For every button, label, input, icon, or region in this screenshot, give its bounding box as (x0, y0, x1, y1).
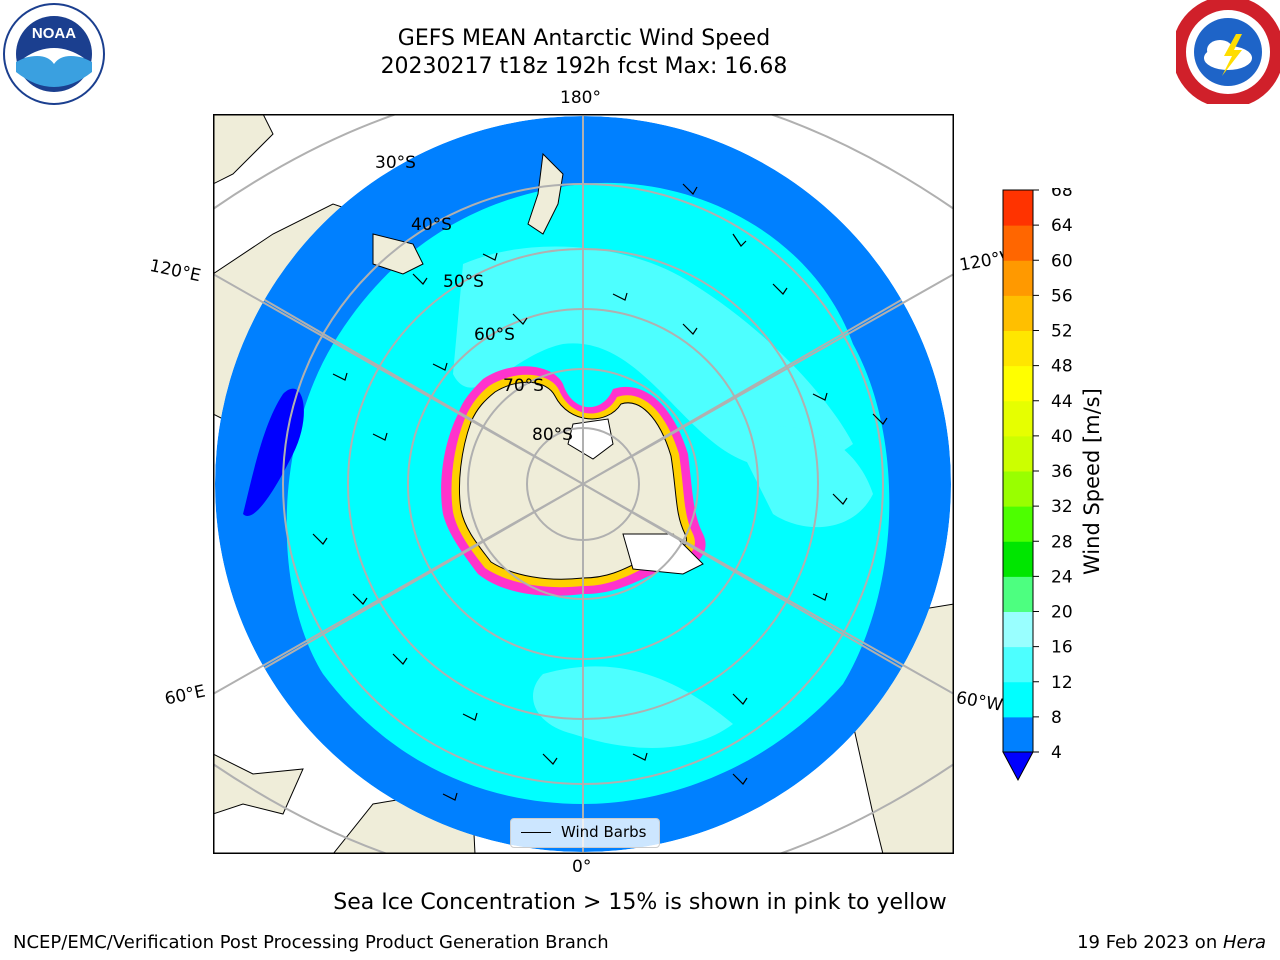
colorbar-segment (1003, 330, 1033, 367)
legend-label: Wind Barbs (561, 823, 647, 841)
nws-logo (1172, 0, 1280, 108)
footer-date: 19 Feb 2023 on Hera (1077, 932, 1266, 953)
lat-label-50s: 50°S (443, 272, 484, 292)
colorbar-segment (1003, 506, 1033, 542)
lat-label-60s: 60°S (474, 325, 515, 345)
colorbar-segment (1003, 716, 1033, 753)
colorbar-segment (1003, 681, 1033, 718)
lon-label-180: 180° (560, 88, 601, 108)
colorbar-extend-arrow (1002, 751, 1034, 782)
colorbar-segment (1003, 260, 1033, 296)
colorbar-tick-label: 8 (1051, 708, 1062, 728)
colorbar-tick-label: 16 (1051, 638, 1073, 658)
wind-barbs (312, 183, 888, 801)
colorbar: 4 8 12 16 20 24 28 32 36 40 44 48 52 56 60 64 68 (1002, 181, 1132, 788)
colorbar-label: Wind Speed [m/s] (1080, 388, 1104, 575)
map-title: GEFS MEAN Antarctic Wind Speed (397, 26, 771, 51)
colorbar-tick-label: 4 (1051, 743, 1062, 763)
colorbar-segment (1003, 365, 1033, 402)
colorbar-segment (1003, 295, 1033, 331)
colorbar-tick-label: 28 (1051, 532, 1073, 552)
colorbar-segment (1003, 646, 1033, 683)
polar-map: 30°S 40°S 50°S 60°S 70°S 80°S (213, 114, 954, 854)
footer-date-text: 19 Feb 2023 on (1077, 932, 1223, 953)
colorbar-tick-label: 24 (1051, 567, 1073, 587)
colorbar-tick-label: 40 (1051, 427, 1073, 447)
lat-label-30s: 30°S (375, 153, 416, 173)
footer-branch: NCEP/EMC/Verification Post Processing Pr… (13, 932, 609, 953)
map-subtitle: 20230217 t18z 192h fcst Max: 16.68 (380, 54, 788, 79)
colorbar-tick-label: 60 (1051, 251, 1073, 271)
colorbar-tick-label: 36 (1051, 462, 1073, 482)
colorbar-segment (1003, 541, 1033, 577)
colorbar-tick-label: 32 (1051, 497, 1073, 517)
colorbar-tick-label: 64 (1051, 216, 1073, 236)
sea-ice-caption: Sea Ice Concentration > 15% is shown in … (333, 890, 947, 915)
lon-label-60w: 60°W (954, 688, 1005, 716)
lon-label-120e: 120°E (147, 256, 203, 287)
legend: Wind Barbs (510, 818, 660, 848)
colorbar-tick-label: 48 (1051, 357, 1073, 377)
footer-host: Hera (1222, 932, 1266, 953)
colorbar-tick-label: 68 (1051, 188, 1073, 201)
colorbar-segment (1003, 225, 1033, 261)
colorbar-tick-label: 56 (1051, 286, 1073, 306)
lat-label-70s: 70°S (503, 376, 544, 396)
colorbar-segment (1003, 190, 1033, 226)
lon-label-60e: 60°E (163, 681, 208, 710)
colorbar-segment (1003, 435, 1033, 472)
outer-graticule (213, 114, 954, 854)
legend-wind-barb-swatch (521, 832, 551, 833)
svg-text:NOAA: NOAA (32, 25, 76, 42)
colorbar-tick-label: 20 (1051, 603, 1073, 623)
lon-label-0: 0° (572, 857, 592, 877)
colorbar-segment (1003, 611, 1033, 648)
colorbar-tick-label: 44 (1051, 392, 1073, 412)
noaa-logo: NOAA (2, 2, 106, 106)
colorbar-segment (1003, 400, 1033, 437)
colorbar-segment (1003, 471, 1033, 507)
lat-label-80s: 80°S (532, 425, 573, 445)
lat-label-40s: 40°S (411, 215, 452, 235)
colorbar-tick-label: 52 (1051, 322, 1073, 342)
colorbar-segment (1003, 576, 1033, 612)
colorbar-tick-label: 12 (1051, 673, 1073, 693)
